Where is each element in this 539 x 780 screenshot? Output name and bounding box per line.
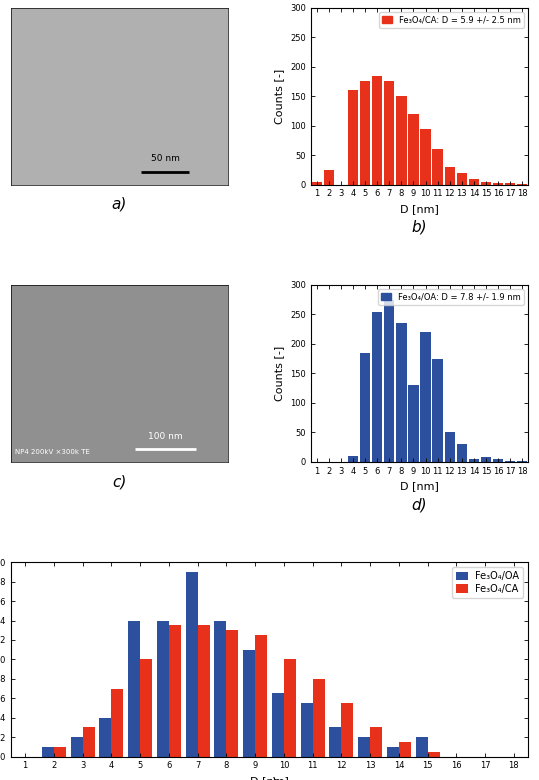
Bar [427,752,440,757]
Bar [324,170,334,185]
Bar [42,747,54,757]
Bar [198,626,210,757]
Text: c): c) [112,474,127,489]
Bar [384,81,395,185]
Bar [313,679,324,757]
Bar [370,728,382,757]
Text: 50 nm: 50 nm [151,154,179,163]
Bar [71,737,82,757]
Text: d): d) [412,497,427,512]
Bar [348,90,358,185]
Bar [420,332,431,462]
Bar [432,149,443,185]
Bar [416,737,427,757]
Bar [493,459,503,462]
Bar [372,311,382,462]
X-axis label: D [nm]: D [nm] [250,776,289,780]
Bar [396,323,406,462]
Text: 100 nm: 100 nm [148,431,183,441]
Legend: Fe₃O₄/OA, Fe₃O₄/CA: Fe₃O₄/OA, Fe₃O₄/CA [452,567,523,597]
Bar [457,172,467,185]
Text: NP4 200kV ×300k TE: NP4 200kV ×300k TE [15,448,90,455]
Bar [243,650,255,757]
Bar [140,659,152,757]
Bar [360,81,370,185]
Bar [420,129,431,185]
Bar [469,179,479,185]
Bar [272,693,284,757]
Bar [399,742,411,757]
Bar [409,385,419,462]
Bar [255,635,267,757]
Bar [169,626,181,757]
X-axis label: D [nm]: D [nm] [400,204,439,214]
Bar [409,114,419,185]
X-axis label: D [nm]: D [nm] [400,481,439,491]
Bar [348,456,358,462]
Bar [481,182,491,185]
Bar [432,359,443,462]
Legend: Fe₃O₄/CA: D = 5.9 +/- 2.5 nm: Fe₃O₄/CA: D = 5.9 +/- 2.5 nm [379,12,524,27]
Bar [54,747,66,757]
Bar [128,621,140,757]
Bar [372,76,382,185]
Bar [341,703,354,757]
Bar [481,457,491,462]
Text: b): b) [412,220,427,235]
Bar [360,353,370,462]
Bar [469,459,479,462]
Text: e): e) [262,776,277,780]
Bar [396,96,406,185]
Bar [387,747,399,757]
Y-axis label: Counts [-]: Counts [-] [274,346,285,401]
Bar [384,300,395,462]
Bar [215,621,226,757]
Bar [99,718,112,757]
Bar [457,444,467,462]
Bar [157,621,169,757]
Bar [493,183,503,185]
Bar [284,659,296,757]
Bar [505,460,515,462]
Bar [505,183,515,185]
Legend: Fe₃O₄/OA: D = 7.8 +/- 1.9 nm: Fe₃O₄/OA: D = 7.8 +/- 1.9 nm [378,289,524,305]
Bar [301,703,313,757]
Bar [185,572,198,757]
Bar [445,432,455,462]
Bar [358,737,370,757]
Text: a): a) [112,197,127,212]
Bar [329,728,341,757]
Bar [312,182,322,185]
Bar [445,167,455,185]
Bar [226,630,238,757]
Bar [82,728,95,757]
Bar [112,689,123,757]
Y-axis label: Counts [-]: Counts [-] [274,69,285,124]
